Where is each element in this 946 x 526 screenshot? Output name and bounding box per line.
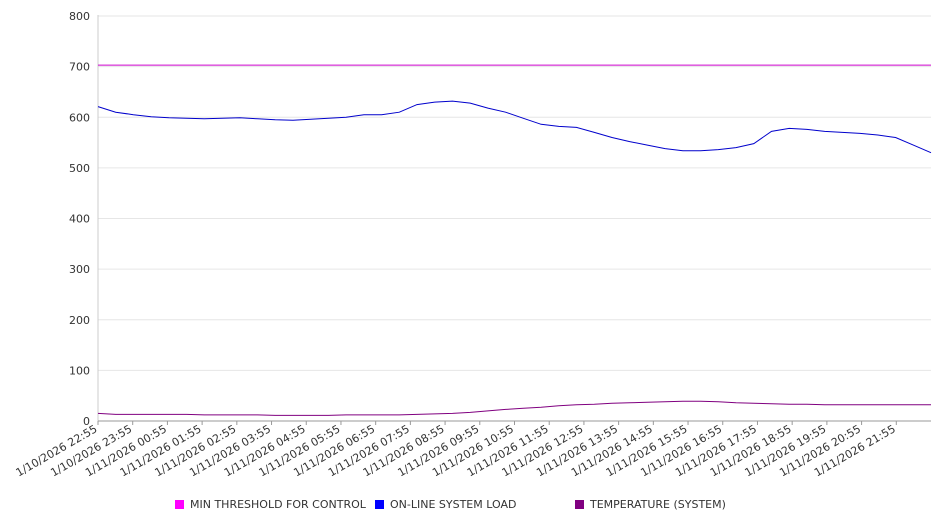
- x-tick-labels: 1/10/2026 22:551/10/2026 23:551/11/2026 …: [14, 421, 898, 479]
- y-tick-label: 200: [69, 314, 90, 327]
- legend-swatch-min-threshold: [175, 500, 184, 509]
- legend-label-min-threshold: MIN THRESHOLD FOR CONTROL: [190, 498, 366, 511]
- legend-item-temperature: TEMPERATURE (SYSTEM): [575, 498, 726, 511]
- y-tick-label: 0: [83, 415, 90, 428]
- legend-label-temperature: TEMPERATURE (SYSTEM): [590, 498, 726, 511]
- y-tick-labels: 0 100 200 300 400 500 600 700 800: [69, 10, 90, 428]
- y-tick-label: 700: [69, 61, 90, 74]
- y-tick-label: 400: [69, 213, 90, 226]
- series-group: [97, 64, 932, 416]
- legend-swatch-system-load: [375, 500, 384, 509]
- legend-item-min-threshold: MIN THRESHOLD FOR CONTROL: [175, 498, 366, 511]
- y-tick-label: 100: [69, 364, 90, 377]
- legend-swatch-temperature: [575, 500, 584, 509]
- y-tick-label: 300: [69, 263, 90, 276]
- y-tick-label: 500: [69, 162, 90, 175]
- y-tick-label: 800: [69, 10, 90, 23]
- legend-item-system-load: ON-LINE SYSTEM LOAD: [375, 498, 516, 511]
- legend: MIN THRESHOLD FOR CONTROL ON-LINE SYSTEM…: [0, 498, 946, 514]
- gridlines: [98, 15, 931, 371]
- legend-label-system-load: ON-LINE SYSTEM LOAD: [390, 498, 517, 511]
- series-line-2: [97, 400, 931, 416]
- y-tick-label: 600: [69, 111, 90, 124]
- series-line-1: [97, 100, 932, 154]
